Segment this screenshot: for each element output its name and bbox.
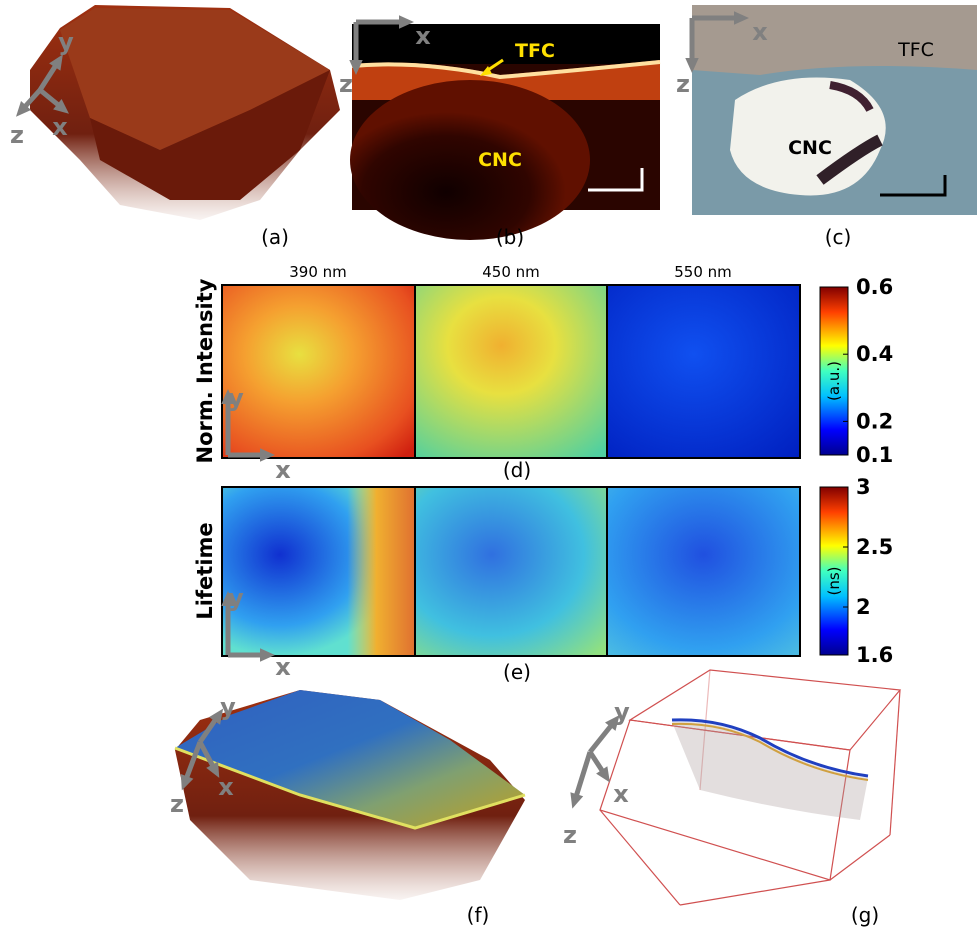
colorbar-tick-label: 0.2 xyxy=(856,409,893,433)
colorbar-tick-label: 2 xyxy=(856,595,871,619)
panel-label: (e) xyxy=(503,660,531,684)
annotation: TFC xyxy=(515,40,555,62)
colorbar-tick-label: 2.5 xyxy=(856,535,893,559)
colorbar-tick-label: 1.6 xyxy=(856,643,893,667)
column-title: 450 nm xyxy=(482,263,540,281)
annotation: CNC xyxy=(478,149,522,171)
axis-label: x xyxy=(275,653,291,681)
colorbar-tick-label: 3 xyxy=(856,475,871,499)
volume-g xyxy=(600,670,900,905)
colorbar-unit: (ns) xyxy=(825,566,843,595)
axis-label: x xyxy=(52,113,68,141)
axis-label: y xyxy=(228,384,244,412)
annotation: TFC xyxy=(897,39,934,61)
panel-label: (g) xyxy=(851,903,879,927)
row-title: Lifetime xyxy=(193,522,217,619)
figure: xyzxzxzxyxyxyzxyz(a)(b)(c)(d)(e)(f)(g)TF… xyxy=(0,0,977,934)
panel-label: (c) xyxy=(825,225,852,249)
colorbar-tick-label: 0.4 xyxy=(856,342,893,366)
volume-a xyxy=(30,5,340,220)
axis-label: z xyxy=(563,821,577,849)
colorbar-tick-label: 0.6 xyxy=(856,275,893,299)
column-title: 550 nm xyxy=(674,263,732,281)
row-title: Norm. Intensity xyxy=(193,278,217,463)
column-title: 390 nm xyxy=(289,263,347,281)
intensity-maps xyxy=(222,285,848,458)
axis-label: y xyxy=(220,693,236,721)
axis-label: z xyxy=(339,70,353,98)
axis-label: x xyxy=(752,18,768,46)
histology-c xyxy=(692,5,977,215)
axis-label: z xyxy=(170,790,184,818)
axis-label: z xyxy=(10,121,24,149)
colorbar-tick-label: 0.1 xyxy=(856,443,893,467)
axis-arrow xyxy=(575,752,590,800)
annotation: CNC xyxy=(788,137,832,159)
axis-label: y xyxy=(614,698,630,726)
axis-label: z xyxy=(676,70,690,98)
axis-label: x xyxy=(218,773,234,801)
lifetime-maps xyxy=(222,487,848,656)
panel-label: (d) xyxy=(503,458,531,482)
axis-label: y xyxy=(58,28,74,56)
colorbar-unit: (a.u.) xyxy=(825,361,843,401)
oct-image-b xyxy=(350,24,660,240)
axis-label: x xyxy=(613,780,629,808)
axis-label: y xyxy=(228,584,244,612)
panel-label: (b) xyxy=(496,225,524,249)
panel-label: (a) xyxy=(261,225,289,249)
axis-label: x xyxy=(275,456,291,484)
axis-label: x xyxy=(415,22,431,50)
arrow-head xyxy=(570,792,583,808)
panel-label: (f) xyxy=(467,903,490,927)
